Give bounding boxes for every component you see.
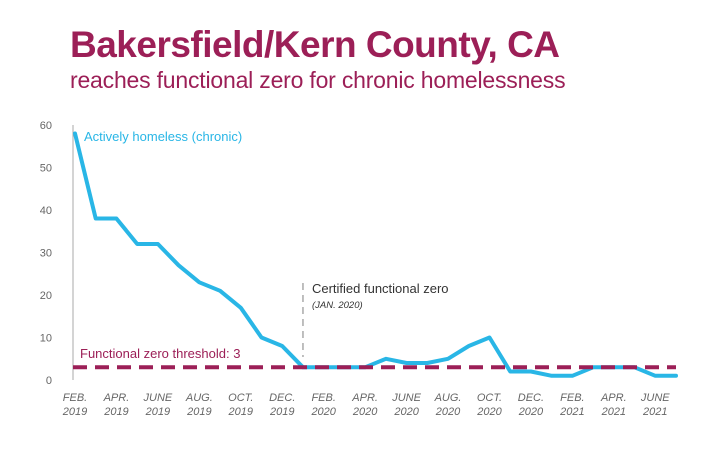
x-tick-month: FEB. [560,392,584,404]
x-tick-label: AUG. 2019 [185,392,213,418]
x-tick-month: OCT. [228,392,253,404]
y-tick-label: 50 [40,163,52,175]
x-tick-label: JUNE 2019 [143,392,173,418]
x-tick-month: AUG. [434,392,462,404]
x-tick-year: 2019 [62,406,87,418]
chart-subtitle: reaches functional zero for chronic home… [70,67,566,93]
y-tick-label: 60 [40,120,52,132]
x-tick-month: AUG. [185,392,213,404]
x-tick-month: JUNE [143,392,173,404]
x-tick-month: APR. [600,392,627,404]
x-tick-year: 2020 [476,406,502,418]
x-tick-month: APR. [351,392,378,404]
x-tick-label: DEC. 2019 [269,392,295,418]
chart-title: Bakersfield/Kern County, CA [70,24,560,65]
x-tick-label: OCT. 2020 [476,392,502,418]
y-tick-label: 0 [46,375,52,387]
x-axis-ticks: FEB. 2019 APR. 2019 JUNE 2019 AUG. 2019 OCT. 2019… [62,392,671,418]
series-line-actively-homeless [73,131,678,378]
x-tick-year: 2019 [269,406,294,418]
y-tick-label: 30 [40,248,52,260]
threshold-label: Functional zero threshold: 3 [80,346,240,361]
x-tick-label: APR. 2021 [600,392,627,418]
x-tick-year: 2021 [559,406,584,418]
x-tick-month: DEC. [269,392,295,404]
x-tick-label: APR. 2020 [351,392,378,418]
series-label: Actively homeless (chronic) [84,129,242,144]
x-tick-label: FEB. 2021 [559,392,584,418]
x-tick-year: 2021 [601,406,626,418]
x-tick-year: 2020 [518,406,544,418]
x-tick-label: FEB. 2019 [62,392,87,418]
x-tick-month: JUNE [640,392,670,404]
x-tick-label: OCT. 2019 [228,392,254,418]
x-tick-label: AUG. 2020 [434,392,462,418]
x-tick-month: APR. [103,392,130,404]
x-tick-label: DEC. 2020 [518,392,544,418]
x-tick-year: 2019 [145,406,170,418]
x-tick-year: 2020 [352,406,378,418]
x-tick-year: 2021 [642,406,667,418]
x-tick-month: FEB. [63,392,87,404]
x-tick-label: JUNE 2020 [391,392,421,418]
y-axis-ticks: 0 10 20 30 40 50 60 [40,120,52,387]
x-tick-year: 2020 [435,406,461,418]
annotation-sublabel: (JAN. 2020) [312,300,363,311]
x-tick-year: 2019 [186,406,211,418]
x-tick-label: APR. 2019 [103,392,130,418]
x-tick-year: 2019 [103,406,128,418]
annotation-label: Certified functional zero [312,281,449,296]
y-tick-label: 20 [40,290,52,302]
x-tick-label: FEB. 2020 [310,392,336,418]
x-tick-year: 2019 [228,406,253,418]
x-tick-year: 2020 [393,406,419,418]
x-tick-year: 2020 [310,406,336,418]
x-tick-month: OCT. [477,392,502,404]
x-tick-month: FEB. [311,392,335,404]
x-tick-label: JUNE 2021 [640,392,670,418]
y-tick-label: 40 [40,205,52,217]
x-tick-month: DEC. [518,392,544,404]
x-tick-month: JUNE [391,392,421,404]
y-tick-label: 10 [40,333,52,345]
